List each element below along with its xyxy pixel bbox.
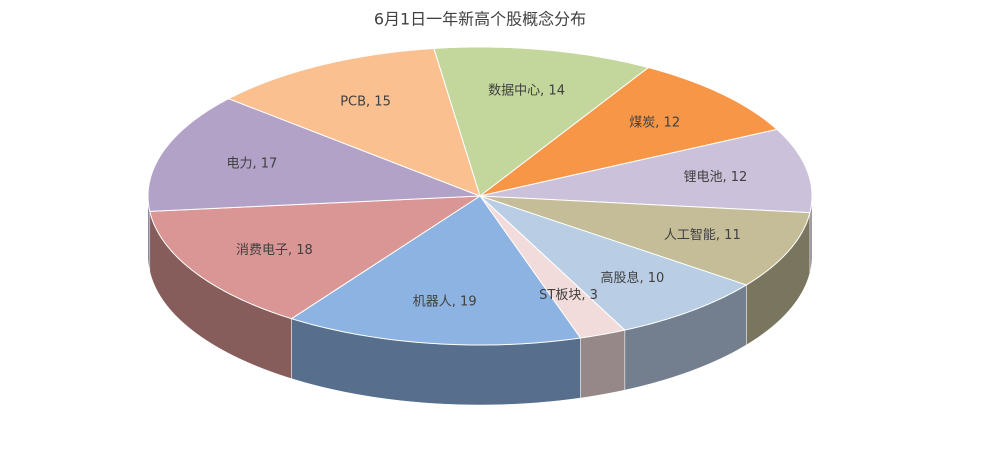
- slice: [479, 67, 779, 197]
- data-label: PCB, 15: [340, 94, 391, 109]
- data-label: 锂电池, 12: [683, 170, 747, 185]
- slice: [479, 195, 811, 286]
- slice: [479, 195, 626, 339]
- slice: [433, 46, 650, 197]
- data-label: ST板块, 3: [539, 288, 598, 303]
- data-label: 机器人, 19: [413, 295, 477, 310]
- data-label: 数据中心, 14: [488, 83, 565, 98]
- slice: [290, 195, 582, 346]
- data-label: 电力, 17: [227, 156, 278, 171]
- data-label: 消费电子, 18: [236, 243, 313, 258]
- data-label: 人工智能, 11: [664, 228, 741, 243]
- chart-title: 6月1日一年新高个股概念分布: [374, 10, 586, 29]
- data-label: 煤炭, 12: [629, 115, 680, 130]
- slice: [227, 47, 481, 197]
- slice: [479, 128, 813, 214]
- slice: [479, 195, 748, 331]
- slice-side: [580, 329, 626, 399]
- slice: [149, 195, 482, 320]
- slice: [147, 98, 481, 212]
- data-label: 高股息, 10: [600, 270, 664, 286]
